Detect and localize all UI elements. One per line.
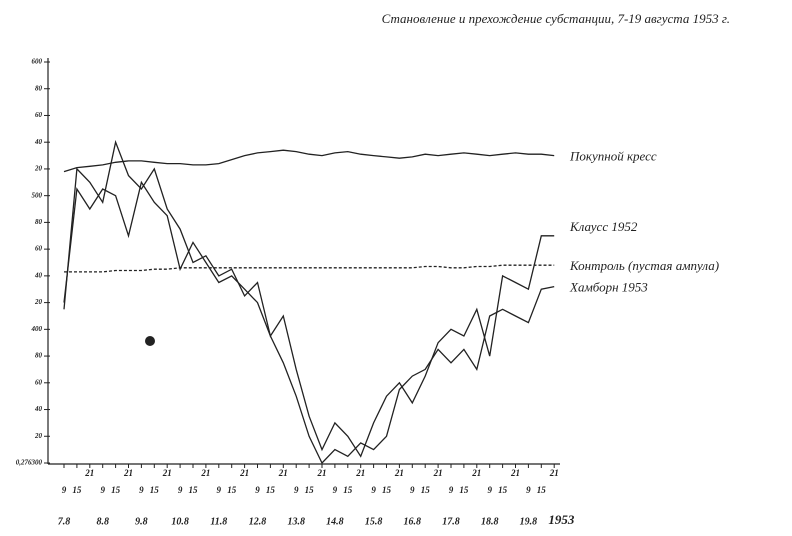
date-label: 18.8 xyxy=(481,516,499,527)
x-tick-label: 21 xyxy=(239,468,249,478)
x-tick-label: 21 xyxy=(549,468,559,478)
date-label: 15.8 xyxy=(365,516,383,527)
x-tick-label: 15 xyxy=(537,485,547,495)
date-label: 9.8 xyxy=(135,516,148,527)
x-tick-label: 15 xyxy=(305,485,315,495)
y-tick-label: 400 xyxy=(31,325,43,333)
series-line xyxy=(63,139,555,458)
x-tick-label: 15 xyxy=(382,485,392,495)
x-tick-label: 21 xyxy=(394,468,404,478)
y-tick-label: 60 xyxy=(35,378,43,386)
year-label: 1953 xyxy=(548,512,575,527)
x-tick-label: 9 xyxy=(449,485,454,495)
x-tick-label: 9 xyxy=(100,485,105,495)
series-line xyxy=(63,180,555,465)
x-tick-label: 15 xyxy=(421,485,431,495)
x-tick-label: 15 xyxy=(343,485,353,495)
x-tick-label: 15 xyxy=(266,485,276,495)
y-tick-label: 500 xyxy=(32,191,43,199)
x-tick-label: 21 xyxy=(162,468,172,478)
x-tick-label: 9 xyxy=(526,485,531,495)
x-tick-label: 9 xyxy=(333,485,338,495)
y-tick-label: 80 xyxy=(35,218,43,226)
x-tick-label: 15 xyxy=(498,485,508,495)
series-label: Покупной кресс xyxy=(569,149,657,164)
y-tick-label: 20 xyxy=(34,298,43,306)
y-tick-label: 40 xyxy=(34,271,43,279)
x-tick-label: 21 xyxy=(200,468,210,478)
x-tick-label: 9 xyxy=(371,485,376,495)
x-tick-label: 21 xyxy=(317,468,327,478)
x-tick-label: 9 xyxy=(255,485,260,495)
x-tick-label: 15 xyxy=(72,485,82,495)
x-tick-label: 15 xyxy=(111,485,121,495)
date-label: 12.8 xyxy=(249,516,267,527)
series-label: Клаусс 1952 xyxy=(569,219,638,234)
x-tick-label: 9 xyxy=(62,485,67,495)
x-tick-label: 9 xyxy=(294,485,299,495)
x-tick-label: 9 xyxy=(410,485,415,495)
x-tick-label: 21 xyxy=(510,468,520,478)
x-tick-label: 15 xyxy=(189,485,199,495)
date-label: 8.8 xyxy=(96,516,109,527)
date-label: 7.8 xyxy=(58,516,71,527)
date-label: 17.8 xyxy=(442,516,460,527)
x-tick-label: 15 xyxy=(227,485,237,495)
y-tick-label: 0,276300 xyxy=(16,459,43,467)
y-tick-label: 60 xyxy=(35,245,43,253)
y-tick-label: 40 xyxy=(34,138,43,146)
date-label: 16.8 xyxy=(404,516,422,527)
chart-title: Становление и прехождение субстанции, 7-… xyxy=(382,11,730,26)
y-tick-label: 40 xyxy=(34,405,43,413)
x-tick-label: 9 xyxy=(217,485,222,495)
x-tick-label: 9 xyxy=(178,485,183,495)
x-tick-label: 21 xyxy=(278,468,288,478)
x-tick-label: 15 xyxy=(459,485,469,495)
y-tick-label: 80 xyxy=(35,84,43,92)
x-tick-label: 9 xyxy=(139,485,144,495)
x-tick-label: 21 xyxy=(84,468,94,478)
date-label: 10.8 xyxy=(171,516,189,527)
x-tick-label: 21 xyxy=(355,468,365,478)
date-label: 14.8 xyxy=(326,516,344,527)
y-tick-label: 20 xyxy=(34,165,43,173)
y-tick-label: 600 xyxy=(32,58,43,66)
series-line xyxy=(64,264,555,273)
x-tick-label: 9 xyxy=(487,485,492,495)
y-tick-label: 20 xyxy=(34,432,43,440)
x-tick-label: 21 xyxy=(471,468,481,478)
series-label: Хамборн 1953 xyxy=(569,280,648,295)
x-tick-label: 15 xyxy=(150,485,160,495)
blot xyxy=(145,336,155,346)
series-line xyxy=(63,149,555,173)
y-tick-label: 60 xyxy=(35,111,43,119)
series-label: Контроль (пустая ампула) xyxy=(569,258,719,273)
date-label: 19.8 xyxy=(520,516,538,527)
x-tick-label: 21 xyxy=(123,468,133,478)
x-tick-label: 21 xyxy=(433,468,443,478)
date-label: 11.8 xyxy=(210,516,227,527)
y-tick-label: 80 xyxy=(35,352,43,360)
date-label: 13.8 xyxy=(287,516,305,527)
